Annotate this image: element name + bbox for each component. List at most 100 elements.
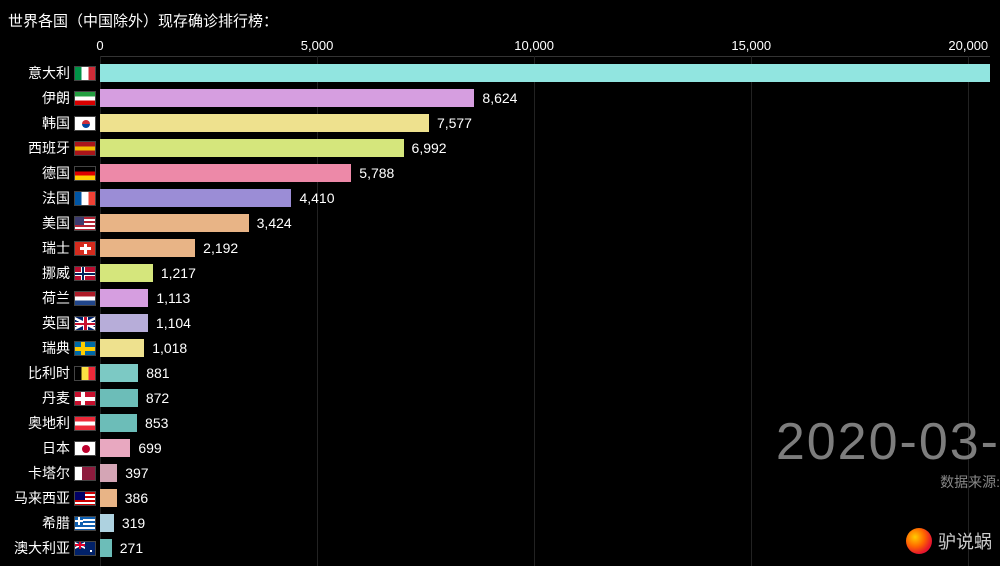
flag-icon xyxy=(74,316,96,331)
bar xyxy=(100,314,148,332)
country-label: 德国 xyxy=(42,163,70,183)
x-tick-label: 5,000 xyxy=(301,38,334,53)
table-row: 意大利 xyxy=(0,62,1000,84)
value-label: 319 xyxy=(122,515,145,531)
country-label: 希腊 xyxy=(42,513,70,533)
bar xyxy=(100,164,351,182)
flag-icon xyxy=(74,266,96,281)
value-label: 881 xyxy=(146,365,169,381)
flag-icon xyxy=(74,516,96,531)
bar xyxy=(100,64,990,82)
x-tick-label: 15,000 xyxy=(731,38,771,53)
table-row: 丹麦 872 xyxy=(0,387,1000,409)
flag-icon xyxy=(74,466,96,481)
flag-icon xyxy=(74,66,96,81)
bar xyxy=(100,214,249,232)
flag-icon xyxy=(74,291,96,306)
value-label: 1,018 xyxy=(152,340,187,356)
flag-icon xyxy=(74,391,96,406)
value-label: 271 xyxy=(120,540,143,556)
bar xyxy=(100,539,112,557)
table-row: 伊朗 8,624 xyxy=(0,87,1000,109)
flag-icon xyxy=(74,191,96,206)
flag-icon xyxy=(74,541,96,556)
value-label: 853 xyxy=(145,415,168,431)
value-label: 6,992 xyxy=(412,140,447,156)
bar xyxy=(100,514,114,532)
flag-icon xyxy=(74,241,96,256)
value-label: 7,577 xyxy=(437,115,472,131)
value-label: 3,424 xyxy=(257,215,292,231)
value-label: 8,624 xyxy=(482,90,517,106)
x-tick-label: 10,000 xyxy=(514,38,554,53)
bar-chart: 0 5,000 10,000 15,000 20,000 意大利伊朗 8,624 韩国 7,5… xyxy=(0,38,1000,558)
bar xyxy=(100,339,144,357)
flag-icon xyxy=(74,166,96,181)
bar xyxy=(100,464,117,482)
country-label: 瑞典 xyxy=(42,338,70,358)
bar xyxy=(100,289,148,307)
country-label: 西班牙 xyxy=(28,138,70,158)
country-label: 伊朗 xyxy=(42,88,70,108)
table-row: 韩国 7,577 xyxy=(0,112,1000,134)
table-row: 法国4,410 xyxy=(0,187,1000,209)
source-label: 数据来源: xyxy=(940,472,1000,492)
country-label: 意大利 xyxy=(28,63,70,83)
bar xyxy=(100,414,137,432)
chart-title: 世界各国（中国除外）现存确诊排行榜： xyxy=(8,10,278,31)
value-label: 1,104 xyxy=(156,315,191,331)
country-label: 澳大利亚 xyxy=(14,538,70,558)
table-row: 德国 5,788 xyxy=(0,162,1000,184)
value-label: 4,410 xyxy=(299,190,334,206)
table-row: 瑞士2,192 xyxy=(0,237,1000,259)
table-row: 挪威 1,217 xyxy=(0,262,1000,284)
weibo-icon xyxy=(906,528,932,554)
bar xyxy=(100,389,138,407)
watermark-text: 驴说蜗 xyxy=(938,528,992,554)
flag-icon xyxy=(74,141,96,156)
value-label: 1,217 xyxy=(161,265,196,281)
country-label: 挪威 xyxy=(42,263,70,283)
country-label: 卡塔尔 xyxy=(28,463,70,483)
value-label: 386 xyxy=(125,490,148,506)
value-label: 699 xyxy=(138,440,161,456)
flag-icon xyxy=(74,366,96,381)
country-label: 瑞士 xyxy=(42,238,70,258)
country-label: 韩国 xyxy=(42,113,70,133)
x-tick-label: 0 xyxy=(96,38,103,53)
country-label: 比利时 xyxy=(28,363,70,383)
table-row: 比利时 881 xyxy=(0,362,1000,384)
flag-icon xyxy=(74,491,96,506)
flag-icon xyxy=(74,116,96,131)
bar xyxy=(100,189,291,207)
flag-icon xyxy=(74,216,96,231)
country-label: 奥地利 xyxy=(28,413,70,433)
x-tick-label: 20,000 xyxy=(948,38,988,53)
country-label: 丹麦 xyxy=(42,388,70,408)
watermark: 驴说蜗 xyxy=(906,528,992,554)
bar xyxy=(100,489,117,507)
bar xyxy=(100,114,429,132)
flag-icon xyxy=(74,416,96,431)
table-row: 澳大利亚 271 xyxy=(0,537,1000,559)
value-label: 397 xyxy=(125,465,148,481)
bar xyxy=(100,264,153,282)
flag-icon xyxy=(74,341,96,356)
table-row: 马来西亚 386 xyxy=(0,487,1000,509)
country-label: 马来西亚 xyxy=(14,488,70,508)
country-label: 日本 xyxy=(42,438,70,458)
table-row: 荷兰1,113 xyxy=(0,287,1000,309)
value-label: 1,113 xyxy=(156,290,190,306)
table-row: 瑞典 1,018 xyxy=(0,337,1000,359)
flag-icon xyxy=(74,91,96,106)
date-overlay: 2020-03- xyxy=(776,412,1000,472)
bar xyxy=(100,364,138,382)
value-label: 872 xyxy=(146,390,169,406)
table-row: 英国1,104 xyxy=(0,312,1000,334)
bar xyxy=(100,439,130,457)
country-label: 美国 xyxy=(42,213,70,233)
value-label: 5,788 xyxy=(359,165,394,181)
table-row: 西班牙 6,992 xyxy=(0,137,1000,159)
bar xyxy=(100,139,404,157)
bar xyxy=(100,239,195,257)
